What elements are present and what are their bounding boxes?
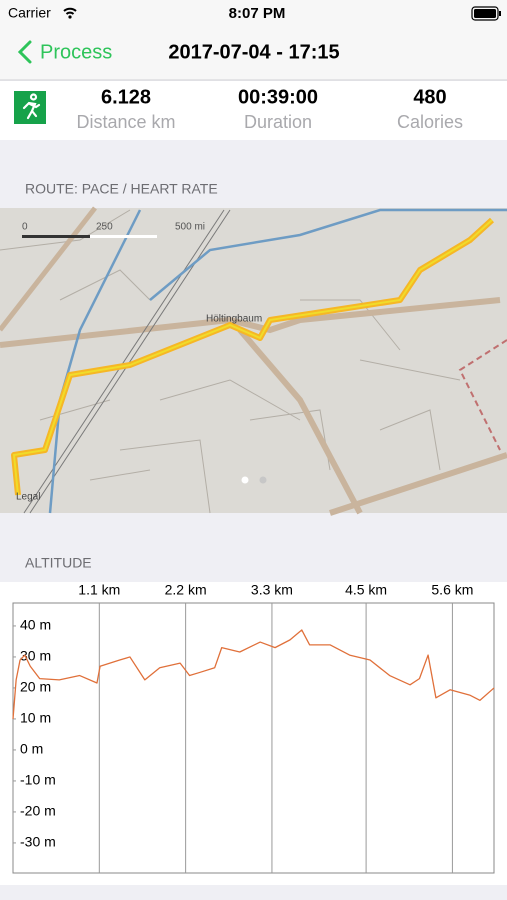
x-tick-label: 5.6 km <box>431 582 473 598</box>
carrier: Carrier <box>8 5 51 21</box>
stat-label: Calories <box>397 112 463 132</box>
back-chevron[interactable] <box>17 40 32 64</box>
scale-label: 250 <box>96 222 113 233</box>
page-dot-active <box>241 476 249 484</box>
stat-label: Distance km <box>76 112 175 132</box>
wifi-icon <box>63 7 77 15</box>
top-bar <box>0 0 507 80</box>
stat-label: Duration <box>244 112 312 132</box>
stat-value: 6.128 <box>101 86 151 108</box>
stat-value: 00:39:00 <box>238 86 318 108</box>
map[interactable]: 0 250 500 mi Höltingbaum Legal <box>0 206 507 516</box>
back-button[interactable]: Process <box>17 40 112 64</box>
back-label[interactable]: Process <box>40 41 112 63</box>
border <box>458 339 507 451</box>
scale-label: 0 <box>22 222 28 233</box>
map-bg[interactable] <box>0 208 507 513</box>
section-header: ALTITUDE <box>25 555 92 571</box>
x-tick-label: 3.3 km <box>251 582 293 598</box>
y-tick-label: 10 m <box>20 710 51 726</box>
y-tick-label: 20 m <box>20 679 51 695</box>
legal-link[interactable]: Legal <box>16 492 40 503</box>
battery-fill <box>474 9 496 18</box>
road <box>0 206 97 332</box>
stat-value: 480 <box>413 86 446 108</box>
main-road <box>0 297 501 348</box>
page-dot <box>259 476 267 484</box>
route-highlight <box>12 219 493 496</box>
section-header: ROUTE: PACE / HEART RATE <box>25 181 218 197</box>
y-tick-label: -30 m <box>20 834 56 850</box>
x-tick-label: 4.5 km <box>345 582 387 598</box>
battery <box>471 6 499 21</box>
map-streets <box>0 209 461 514</box>
wifi-dot <box>68 15 72 19</box>
main-road <box>237 328 363 515</box>
x-tick-label: 2.2 km <box>165 582 207 598</box>
river <box>48 208 507 514</box>
street-label: Höltingbaum <box>206 314 262 325</box>
clock: 8:07 PM <box>229 5 286 22</box>
y-tick-label: -10 m <box>20 772 56 788</box>
altitude-chart: 1.1 km 2.2 km 3.3 km 4.5 km 5.6 km 40 m 30 m 20… <box>12 582 495 873</box>
plot-frame <box>12 602 495 874</box>
scale-bar-fill <box>22 235 90 238</box>
nav-title: 2017-07-04 - 17:15 <box>168 41 339 63</box>
runner <box>22 93 41 120</box>
y-tick-label: 0 m <box>20 741 43 757</box>
y-tick-label: 30 m <box>20 648 51 664</box>
altitude-panel <box>0 582 507 885</box>
x-tick-label: 1.1 km <box>78 582 120 598</box>
scale-label: 500 mi <box>175 222 205 233</box>
stats-panel <box>0 81 507 140</box>
y-tick-label: -20 m <box>20 803 56 819</box>
altitude-line <box>12 629 495 719</box>
battery-tip <box>499 11 501 16</box>
y-tick-label: 40 m <box>20 617 51 633</box>
main-road <box>329 452 507 516</box>
